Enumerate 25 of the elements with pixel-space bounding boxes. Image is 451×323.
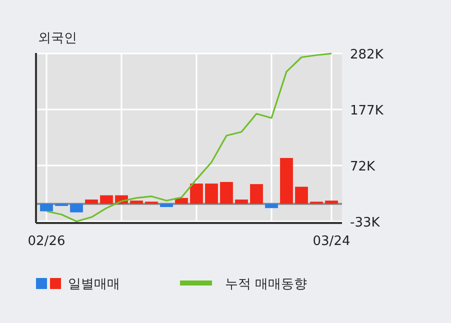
bar bbox=[70, 204, 83, 212]
bar bbox=[280, 158, 293, 204]
bar bbox=[175, 198, 188, 204]
bar bbox=[190, 184, 203, 204]
bar bbox=[295, 186, 308, 204]
legend-label: 일별매매 bbox=[68, 277, 120, 292]
bar bbox=[220, 182, 233, 204]
y-tick-label: -33K bbox=[350, 215, 380, 230]
y-tick-label: 282K bbox=[350, 48, 384, 63]
x-tick-label: 03/24 bbox=[312, 234, 350, 249]
bar bbox=[205, 184, 218, 204]
bar bbox=[85, 200, 98, 204]
bar bbox=[160, 204, 173, 208]
y-tick-label: 177K bbox=[350, 103, 384, 118]
bar bbox=[130, 200, 143, 204]
bar bbox=[100, 195, 113, 204]
bar bbox=[250, 184, 263, 204]
legend-label: 누적 매매동향 bbox=[225, 277, 308, 292]
bar bbox=[325, 200, 338, 204]
x-tick-label: 02/26 bbox=[28, 234, 66, 249]
bar bbox=[265, 204, 278, 208]
chart-title: 외국인 bbox=[38, 31, 77, 46]
bar bbox=[40, 204, 53, 212]
bar bbox=[235, 200, 248, 204]
y-tick-label: 72K bbox=[350, 159, 376, 174]
